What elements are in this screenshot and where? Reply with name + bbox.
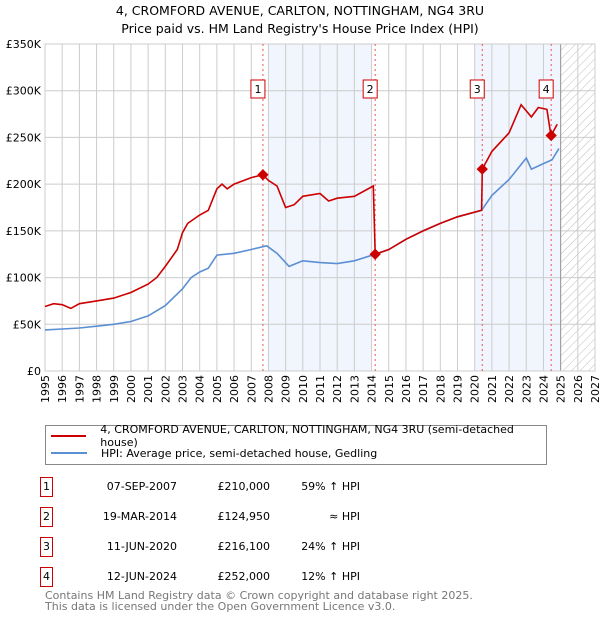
sale-label: 2	[367, 83, 374, 96]
table-row: 1 07-SEP-2007 £210,000 59% ↑ HPI	[40, 477, 600, 497]
sale-label: 4	[543, 83, 550, 96]
x-tick-label: 2006	[228, 375, 241, 403]
sale-label-box	[469, 79, 485, 99]
x-tick-label: 1999	[108, 375, 121, 403]
x-tick-label: 2010	[297, 375, 310, 403]
table-row: 2 19-MAR-2014 £124,950 ≈ HPI	[40, 507, 600, 527]
sale-date: 11-JUN-2020	[106, 540, 177, 553]
x-tick-label: 2024	[537, 375, 550, 403]
x-tick-label: 2007	[245, 375, 258, 403]
x-tick-label: 2018	[434, 375, 447, 403]
x-tick-label: 2013	[348, 375, 361, 403]
plot-frame	[44, 43, 596, 372]
legend-item-hpi: HPI: Average price, semi-detached house,…	[46, 445, 377, 461]
x-tick-label: 2017	[417, 375, 430, 403]
legend-label: HPI: Average price, semi-detached house,…	[101, 446, 378, 460]
sale-number: 2	[40, 507, 53, 527]
x-tick-label: 2009	[280, 375, 293, 403]
sale-point	[476, 163, 488, 175]
sale-point	[545, 129, 557, 142]
x-tick-label: 2022	[503, 375, 516, 403]
y-tick-label: £200K	[6, 178, 42, 191]
x-tick-label: 1996	[56, 375, 69, 403]
x-tick-label: 2008	[262, 375, 275, 403]
legend-swatch-blue	[51, 452, 87, 454]
sale-label: 1	[254, 83, 261, 96]
x-tick-label: 2002	[159, 375, 172, 403]
sale-hpi-comparison: 24% ↑ HPI	[301, 540, 360, 553]
sale-point	[369, 248, 381, 260]
y-tick-label: £100K	[6, 272, 42, 285]
sale-date: 19-MAR-2014	[102, 510, 177, 523]
x-tick-label: 1995	[39, 375, 52, 403]
x-tick-label: 2016	[400, 375, 413, 403]
sale-hpi-comparison: ≈ HPI	[329, 510, 360, 523]
x-tick-label: 1998	[91, 375, 104, 403]
x-tick-label: 2020	[469, 375, 482, 403]
sale-label-box	[250, 79, 266, 99]
sale-price: £210,000	[217, 480, 271, 493]
x-tick-label: 2027	[589, 375, 600, 403]
table-row: 4 12-JUN-2024 £252,000 12% ↑ HPI	[40, 567, 600, 587]
x-tick-label: 2000	[125, 375, 138, 403]
sale-number: 1	[40, 477, 53, 497]
sale-price: £124,950	[217, 510, 271, 523]
x-tick-label: 2003	[177, 375, 190, 403]
price-chart: 1995 1996 1997 1998 1999 2000 2001 2002 2003 2004…	[6, 38, 600, 403]
sale-hpi-comparison: 59% ↑ HPI	[301, 480, 360, 493]
legend-swatch-red	[51, 435, 87, 437]
sale-number: 3	[40, 537, 53, 557]
x-tick-label: 2026	[572, 375, 585, 403]
legend-item-property: 4, CROMFORD AVENUE, CARLTON, NOTTINGHAM,…	[46, 423, 546, 449]
x-tick-label: 2001	[142, 375, 155, 403]
legend-label: 4, CROMFORD AVENUE, CARLTON, NOTTINGHAM,…	[100, 423, 514, 449]
x-tick-label: 2015	[383, 375, 396, 403]
legend: 4, CROMFORD AVENUE, CARLTON, NOTTINGHAM,…	[45, 423, 547, 465]
sale-point	[257, 169, 269, 181]
y-tick-label: £150K	[6, 225, 42, 238]
sale-price: £252,000	[217, 570, 271, 583]
x-tick-label: 1997	[73, 375, 86, 403]
footer-copyright: Contains HM Land Registry data © Crown c…	[45, 589, 473, 602]
table-row: 3 11-JUN-2020 £216,100 24% ↑ HPI	[40, 537, 600, 557]
x-tick-label: 2021	[486, 375, 499, 403]
x-tick-label: 2023	[520, 375, 533, 403]
x-tick-label: 2011	[314, 375, 327, 403]
sale-price: £216,100	[217, 540, 271, 553]
sale-number: 4	[40, 567, 53, 587]
sale-date: 07-SEP-2007	[106, 480, 177, 493]
y-tick-label: £0	[27, 365, 41, 378]
footer-licence: This data is licensed under the Open Gov…	[45, 600, 396, 613]
x-tick-label: 2005	[211, 375, 224, 403]
x-tick-label: 2025	[555, 375, 568, 403]
y-tick-label: £250K	[6, 131, 42, 144]
hpi-series-line	[44, 148, 560, 331]
y-tick-label: £300K	[6, 85, 42, 98]
sale-hpi-comparison: 12% ↑ HPI	[301, 570, 360, 583]
sale-label: 3	[474, 83, 481, 96]
y-tick-label: £50K	[13, 318, 42, 331]
y-tick-label: £350K	[6, 38, 42, 51]
sale-label-box	[362, 79, 378, 99]
x-tick-label: 2014	[366, 375, 379, 403]
chart-title: 4, CROMFORD AVENUE, CARLTON, NOTTINGHAM,…	[115, 3, 485, 18]
x-tick-label: 2019	[452, 375, 465, 403]
x-tick-label: 2012	[331, 375, 344, 403]
sale-date: 12-JUN-2024	[106, 570, 177, 583]
sale-label-box	[538, 79, 554, 99]
x-tick-label: 2004	[194, 375, 207, 403]
chart-subtitle: Price paid vs. HM Land Registry's House …	[121, 21, 479, 36]
